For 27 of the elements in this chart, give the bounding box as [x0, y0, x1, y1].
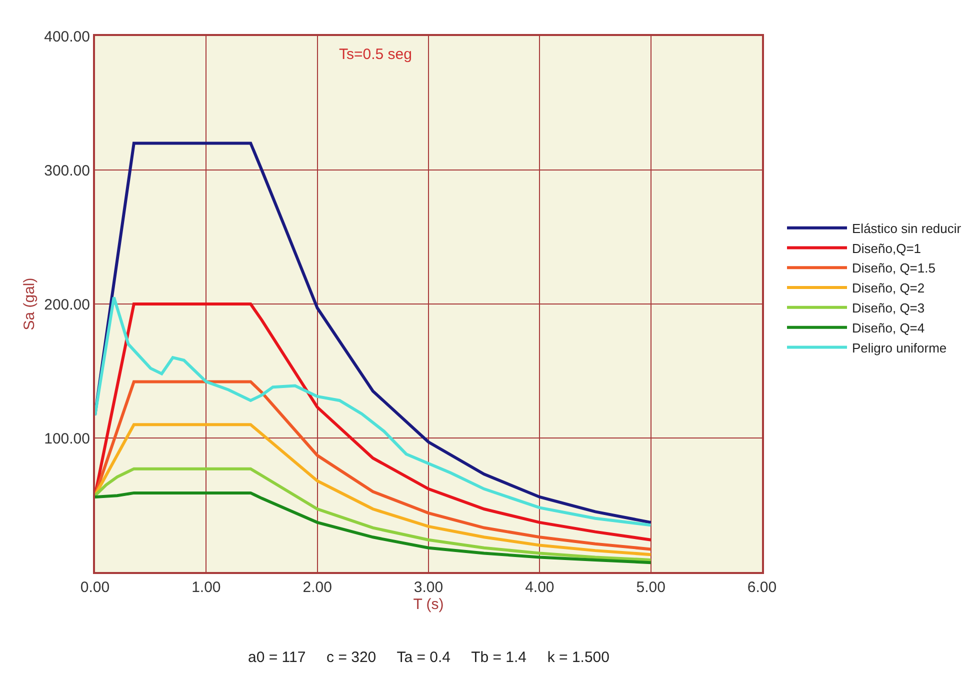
y-axis-title: Sa (gal): [20, 278, 38, 330]
legend-label: Diseño, Q=1.5: [852, 260, 936, 276]
x-tick-label: 5.00: [636, 579, 666, 596]
y-tick-label: 400.00: [44, 28, 90, 46]
line-series: [95, 380, 652, 551]
line-series: [95, 467, 652, 562]
y-tick-label: 200.00: [44, 296, 90, 314]
y-tick-label: 300.00: [44, 162, 90, 180]
text: a0 = 117 c = 320 Ta = 0.4 Tb = 1.4 k = 1.500: [248, 649, 610, 666]
line-series: [95, 491, 652, 564]
x-axis-title: T (s): [413, 596, 444, 613]
y-tick-label: 100.00: [44, 430, 90, 448]
x-tick-label: 0.00: [80, 579, 110, 596]
line-series: [95, 423, 652, 556]
x-tick-label: 3.00: [414, 579, 444, 596]
x-tick-label: 4.00: [525, 579, 554, 596]
legend-label: Elástico sin reducir: [852, 220, 962, 236]
x-tick-label: 6.00: [747, 579, 777, 596]
x-tick-label: 2.00: [302, 579, 332, 596]
line-series: [95, 142, 652, 524]
legend-label: Diseño, Q=4: [852, 320, 925, 336]
legend-label: Diseño, Q=2: [852, 280, 925, 296]
annotation: Ts=0.5 seg: [339, 46, 412, 63]
x-tick-label: 1.00: [192, 579, 221, 596]
legend-label: Peligro uniforme: [852, 340, 947, 356]
legend-label: Diseño, Q=3: [852, 300, 925, 316]
legend-label: Diseño,Q=1: [852, 240, 922, 256]
